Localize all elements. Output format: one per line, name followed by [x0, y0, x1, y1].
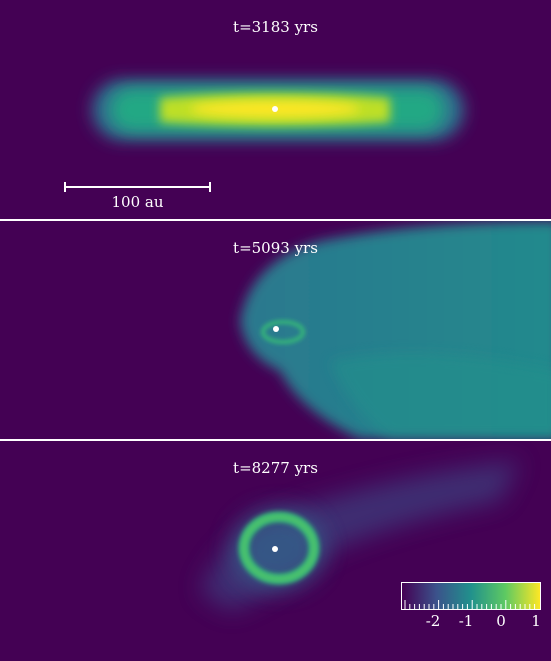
ring-bright: [242, 515, 316, 581]
colorbar-tick-label-1: 1: [531, 612, 541, 630]
colorbar-tick-label-0: 0: [496, 612, 506, 630]
panel-bottom-label: t=8277 yrs: [233, 459, 318, 477]
scale-bar-label: 100 au: [111, 193, 164, 211]
panel-top-label: t=3183 yrs: [233, 18, 318, 36]
panel-bottom-image: [200, 461, 520, 611]
panel-top-image: [92, 80, 464, 140]
panel-top: t=3183 yrs 100 au: [0, 0, 551, 219]
colorbar-tick-label-neg2: -2: [425, 612, 441, 630]
panel-middle-image: [240, 221, 551, 439]
scale-bar: [64, 182, 211, 192]
inner-ring: [261, 320, 305, 344]
colorbar-ticks: [404, 600, 536, 610]
star-marker-middle: [273, 326, 279, 332]
colorbar-tick-label-neg1: -1: [458, 612, 474, 630]
panel-middle: t=5093 yrs: [0, 221, 551, 439]
panel-middle-label: t=5093 yrs: [233, 239, 318, 257]
outflow-inner: [330, 353, 551, 439]
star-marker: [272, 106, 278, 112]
star-marker-bottom: [272, 546, 278, 552]
panel-bottom: t=8277 yrs: [0, 441, 551, 661]
